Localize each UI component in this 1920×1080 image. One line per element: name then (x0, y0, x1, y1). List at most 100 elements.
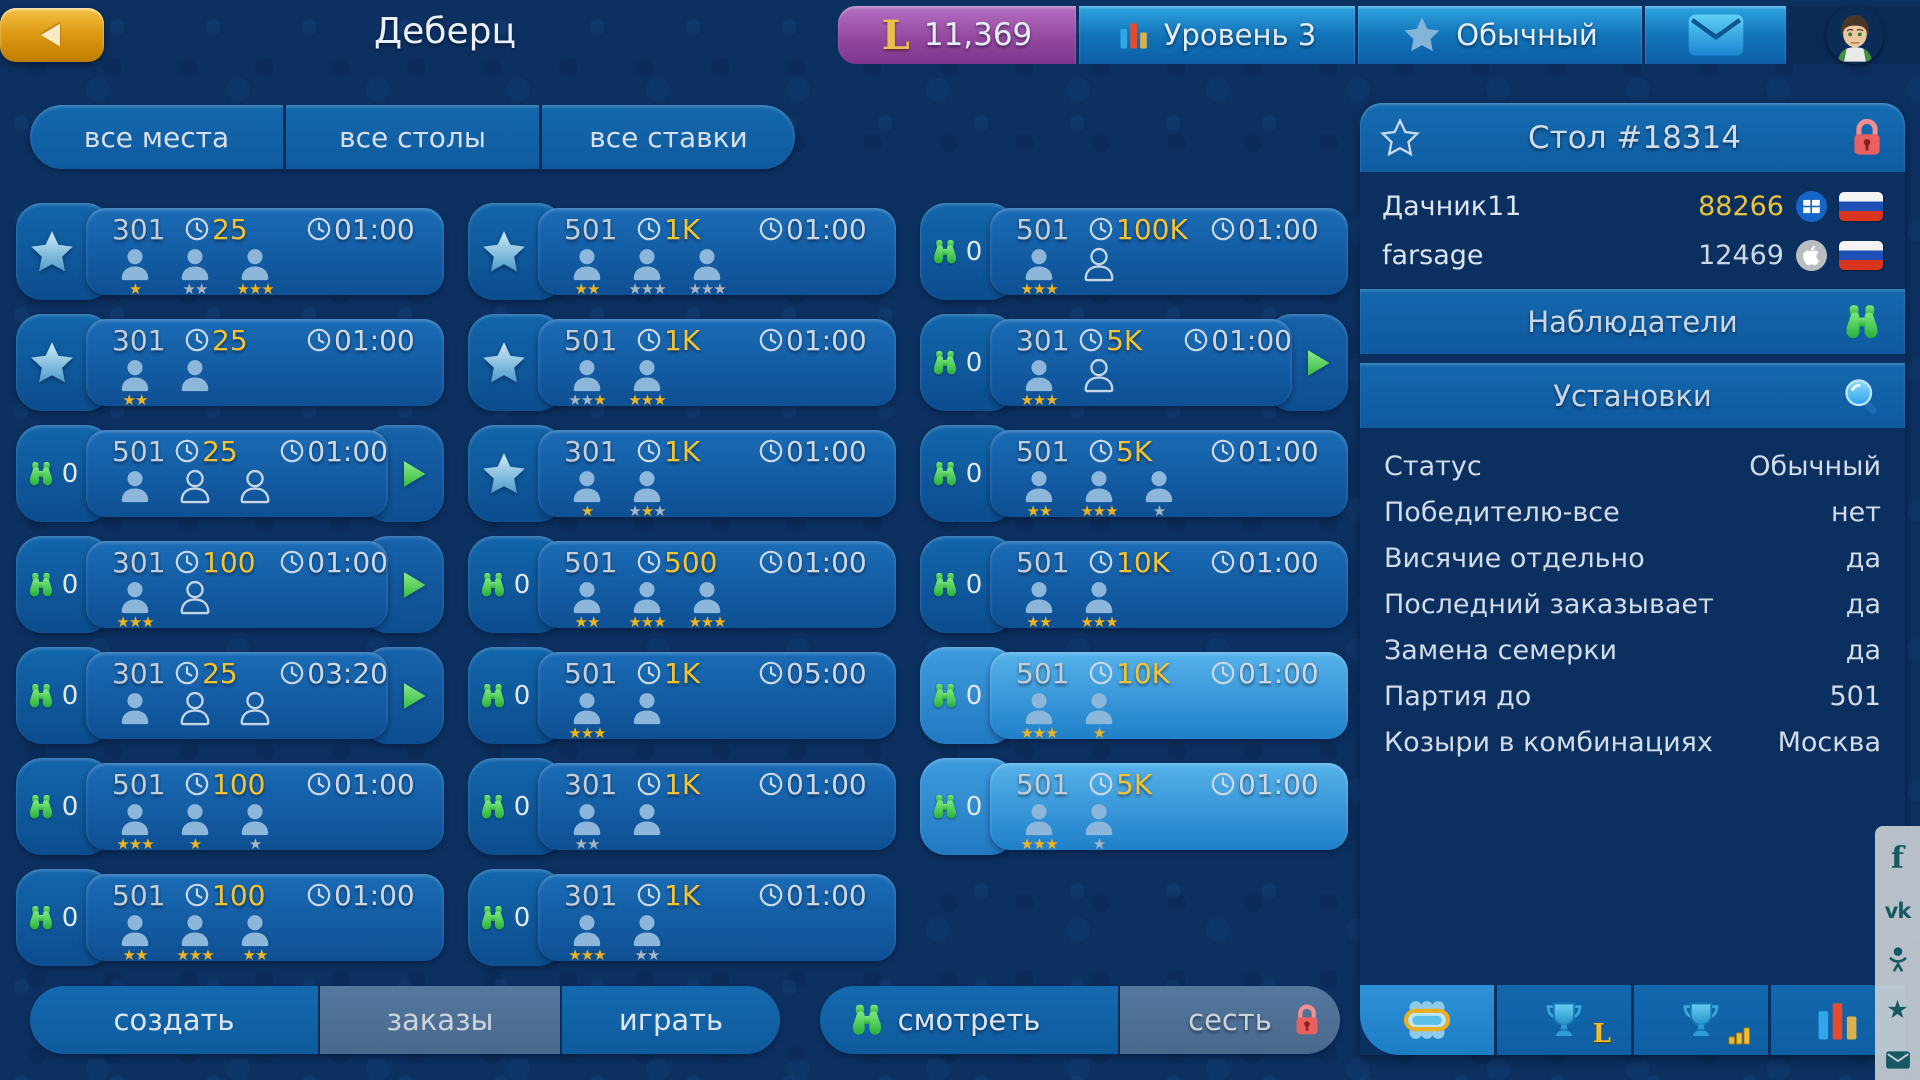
empty-seat-icon (175, 690, 215, 727)
avatar-button[interactable] (1789, 6, 1920, 64)
panel-tab-trophy-stats[interactable] (1634, 985, 1768, 1055)
watchers-count: 0 (61, 569, 79, 600)
clock-icon (758, 438, 784, 464)
player-rating: ★★ (575, 837, 601, 852)
table-card[interactable]: 0 501 100 01:00 ★★ ★★★ ★★ (16, 869, 444, 966)
move-time: 03:20 (307, 656, 388, 690)
table-card[interactable]: 301 25 01:00 ★★ (16, 314, 444, 411)
table-card[interactable]: 0 501 1K 05:00 ★★★ (468, 647, 896, 744)
rating-star-icon: ★ (1080, 502, 1093, 520)
table-card-body: 501 100 01:00 ★★ ★★★ ★★ (86, 874, 444, 964)
create-button[interactable]: создать (30, 986, 318, 1054)
clock-icon (184, 882, 210, 908)
table-card[interactable]: 0 301 1K 01:00 ★★★ ★★ (468, 869, 896, 966)
watchers-count: 0 (965, 236, 983, 267)
table-card[interactable]: 0 301 1K 01:00 ★★ (468, 758, 896, 855)
social-facebook-button[interactable]: f (1891, 841, 1904, 876)
player-seat: ★★★ (1076, 468, 1122, 519)
move-time: 01:00 (334, 323, 415, 357)
table-player-row[interactable]: Дачник11 88266 (1382, 182, 1883, 231)
player-icon (1079, 801, 1119, 838)
player-seat: ★ (1136, 468, 1182, 519)
rating-star-icon: ★ (128, 835, 142, 853)
filter-all-stakes[interactable]: все ставки (539, 105, 795, 169)
table-card-body: 501 100K 01:00 ★★★ (990, 208, 1348, 297)
back-arrow-icon (36, 19, 68, 51)
player-seat: ★★ (232, 912, 278, 963)
back-button[interactable] (0, 8, 104, 62)
players-row: ★ ★★ ★★★ (112, 246, 444, 297)
rating-star-icon: ★ (634, 946, 648, 964)
clock-icon (636, 327, 662, 353)
social-mail-button[interactable] (1885, 1047, 1911, 1073)
setting-row: Победителю-все нет (1384, 489, 1881, 535)
observers-bar[interactable]: Наблюдатели (1360, 289, 1905, 354)
binoculars-icon (478, 792, 508, 822)
table-card[interactable]: 301 1K 01:00 ★ ★★★ (468, 425, 896, 522)
table-card[interactable]: 0 301 25 03:20 (16, 647, 444, 744)
player-seat (232, 468, 278, 519)
play-button[interactable]: играть (562, 986, 780, 1054)
panel-tab-trophy-league[interactable]: L (1497, 985, 1631, 1055)
table-card-body: 501 1K 01:00 ★★ ★★★ ★★★ (538, 208, 896, 297)
table-card[interactable]: 0 301 5K 01:00 ★★★ (920, 314, 1348, 411)
player-icon (115, 690, 155, 727)
table-player-row[interactable]: farsage 12469 (1382, 231, 1883, 280)
player-rating: ★★★ (176, 946, 214, 964)
setting-label: Победителю-все (1384, 496, 1620, 528)
filter-all-seats[interactable]: все места (83, 120, 230, 154)
player-seat: ★ (112, 246, 158, 297)
social-vk-button[interactable]: vk (1885, 899, 1912, 923)
table-card[interactable]: 0 501 100K 01:00 ★★★ (920, 203, 1348, 300)
game-points: 501 (1016, 656, 1070, 690)
table-card-info: 501 100 01:00 (112, 768, 444, 801)
player-rating: ★★ (243, 946, 269, 964)
table-card[interactable]: 0 501 25 01:00 (16, 425, 444, 522)
star-icon (1402, 15, 1442, 55)
player-icon (115, 246, 155, 283)
settings-bar[interactable]: Установки (1360, 363, 1905, 428)
table-card[interactable]: 0 501 10K 01:00 ★★★ ★ (920, 647, 1348, 744)
status-badge[interactable]: Обычный (1358, 6, 1642, 64)
rating-star-icon: ★ (201, 946, 214, 964)
clock-icon (1088, 438, 1114, 464)
game-points: 301 (112, 656, 166, 690)
game-points: 501 (112, 434, 166, 468)
binoculars-icon (930, 348, 960, 378)
mail-button[interactable] (1645, 6, 1786, 64)
table-card-info: 501 100K 01:00 (1016, 213, 1348, 246)
player-icon (115, 579, 155, 616)
social-odnoklassniki-button[interactable] (1885, 946, 1911, 972)
players-row: ★★ ★★★ ★★★ (564, 246, 896, 297)
table-card[interactable]: 501 1K 01:00 ★★ ★★★ ★★★ (468, 203, 896, 300)
watch-button[interactable]: смотреть (820, 986, 1118, 1054)
clock-icon (174, 438, 200, 464)
table-card[interactable]: 0 501 10K 01:00 ★★ ★★★ (920, 536, 1348, 633)
settings-list: Статус Обычный Победителю-все нет Висячи… (1360, 428, 1905, 765)
table-card[interactable]: 301 25 01:00 ★ ★★ ★★★ (16, 203, 444, 300)
rating-star-icon: ★ (1045, 724, 1058, 742)
table-card[interactable]: 0 501 500 01:00 ★★ ★★★ ★★★ (468, 536, 896, 633)
clock-icon (636, 660, 662, 686)
table-card[interactable]: 0 301 100 01:00 ★★★ (16, 536, 444, 633)
stake-value: 5K (1116, 434, 1153, 468)
panel-tab-table-seats[interactable] (1360, 985, 1494, 1055)
player-seat: ★★★ (112, 801, 158, 852)
rating-star-icon: ★ (255, 946, 268, 964)
sit-button[interactable]: сесть (1120, 986, 1340, 1054)
table-card[interactable]: 0 501 100 01:00 ★★★ ★ ★ (16, 758, 444, 855)
binoculars-icon (26, 459, 56, 489)
orders-button[interactable]: заказы (320, 986, 560, 1054)
favorite-star-icon[interactable] (1380, 118, 1420, 158)
rating-star-icon: ★ (640, 502, 654, 520)
social-star-button[interactable]: ★ (1886, 995, 1908, 1024)
table-card[interactable]: 0 501 5K 01:00 ★★ ★★★ ★ (920, 425, 1348, 522)
player-seat (172, 579, 218, 630)
player-icon (115, 912, 155, 949)
currency-badge[interactable]: L 11,369 (838, 6, 1076, 64)
player-icon (1079, 468, 1119, 505)
filter-all-tables[interactable]: все столы (283, 105, 539, 169)
table-card[interactable]: 0 501 5K 01:00 ★★★ ★ (920, 758, 1348, 855)
table-card[interactable]: 501 1K 01:00 ★★★ ★★★ (468, 314, 896, 411)
level-badge[interactable]: Уровень 3 (1079, 6, 1355, 64)
